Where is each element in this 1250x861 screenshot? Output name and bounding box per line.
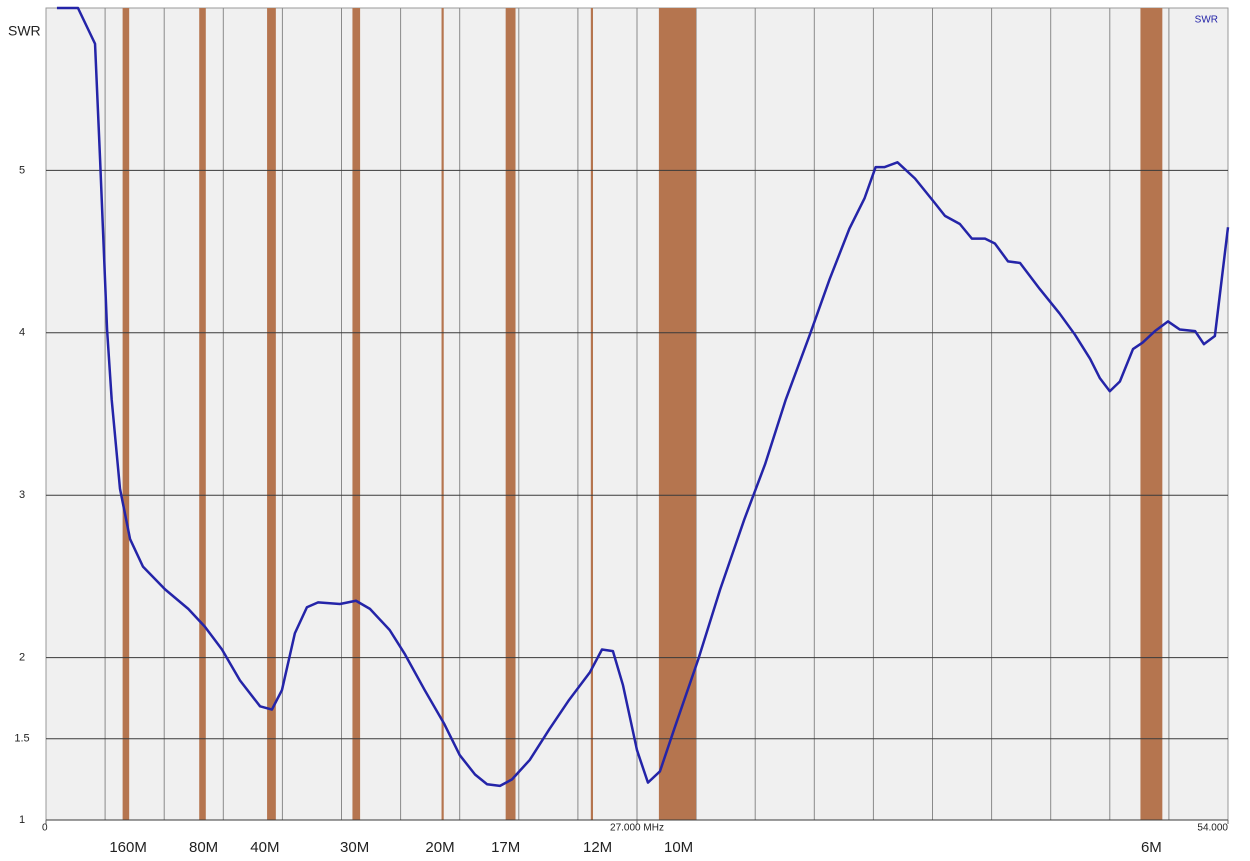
band-label: 30M	[340, 839, 369, 856]
band	[441, 8, 444, 820]
band-label: 17M	[491, 839, 520, 856]
y-tick-label: 3	[19, 489, 25, 501]
y-axis-label: SWR	[8, 23, 41, 39]
band-label: 20M	[425, 839, 454, 856]
band	[658, 8, 697, 820]
band-label: 6M	[1141, 839, 1162, 856]
y-tick-label: 1	[19, 814, 25, 826]
y-tick-label: 4	[19, 327, 25, 339]
band	[590, 8, 594, 820]
band	[505, 8, 516, 820]
band-label: 80M	[189, 839, 218, 856]
x-tick-label: 27.000 MHz	[610, 823, 664, 834]
band-label: 40M	[250, 839, 279, 856]
band	[1140, 8, 1163, 820]
swr-line	[56, 6, 1230, 788]
band	[122, 8, 130, 820]
band-label: 12M	[583, 839, 612, 856]
band	[267, 8, 276, 820]
y-tick-label: 5	[19, 164, 25, 176]
x-tick-label: 0	[42, 823, 48, 834]
y-tick-label: 1.5	[14, 733, 29, 745]
band-label: 160M	[109, 839, 147, 856]
band-label: 10M	[664, 839, 693, 856]
x-tick-label: 54.000	[1197, 823, 1228, 834]
band	[199, 8, 206, 820]
band	[352, 8, 361, 820]
legend-entry: SWR	[1195, 15, 1218, 26]
y-tick-label: 2	[19, 652, 25, 664]
